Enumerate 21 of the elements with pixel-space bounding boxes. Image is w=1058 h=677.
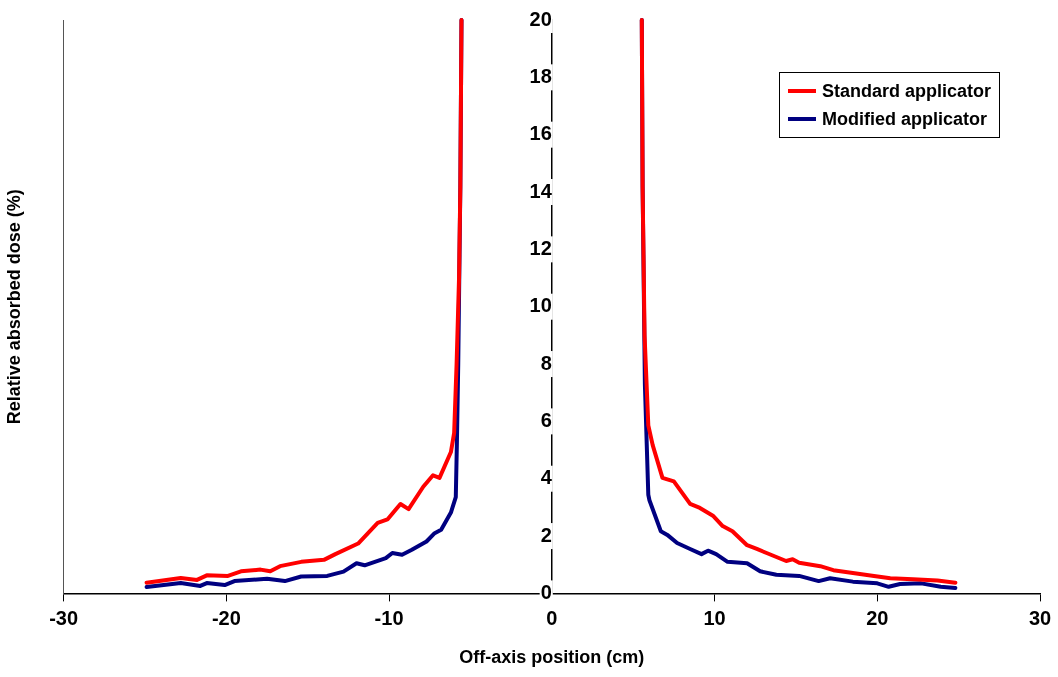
x-tick-label: 30 (1028, 606, 1052, 629)
legend-label: Standard applicator (821, 80, 991, 102)
y-tick-label: 18 (529, 64, 552, 87)
y-tick-label: 4 (540, 466, 553, 489)
x-tick-label: 20 (866, 606, 889, 629)
y-tick-label: 0 (540, 580, 552, 603)
y-tick-label: 20 (529, 7, 552, 30)
x-tick-label: -30 (49, 606, 79, 629)
y-tick-label: 14 (529, 179, 553, 202)
y-tick-label: 2 (540, 523, 552, 546)
x-axis-title: Off-axis position (cm) (459, 647, 645, 668)
y-axis-title: Relative absorbed dose (%) (3, 189, 24, 425)
legend-label: Modified applicator (821, 108, 987, 130)
x-tick-label: -20 (211, 606, 241, 629)
y-tick-label: 12 (529, 236, 552, 259)
y-tick-label: 10 (529, 294, 552, 317)
y-tick-label: 8 (540, 351, 552, 374)
x-tick-label: -10 (374, 606, 404, 629)
y-tick-label: 6 (540, 408, 552, 431)
y-tick-label: 16 (529, 122, 552, 145)
x-tick-label: 10 (703, 606, 726, 629)
